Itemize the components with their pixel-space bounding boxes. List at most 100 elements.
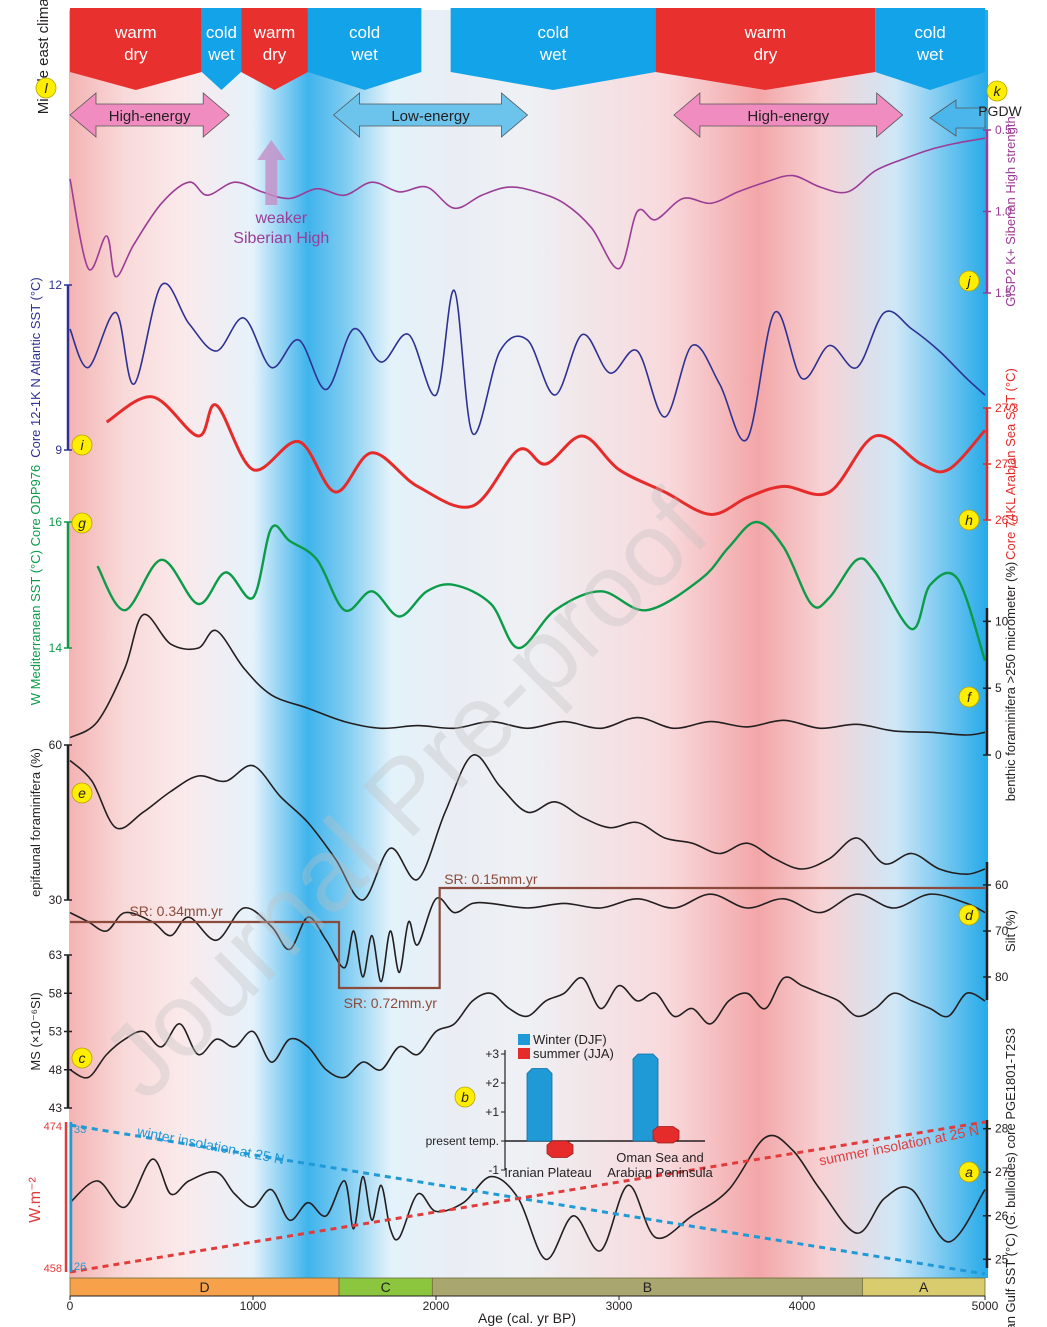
tick-label-g: 16 [49,515,63,529]
series-line-f [69,613,986,739]
climate-block-label: wet [916,45,944,64]
axis-label-c: MS (×10⁻⁶SI) [28,992,43,1070]
panel-letter: e [78,785,86,801]
sedimentation-rate-label: SR: 0.15mm.yr [444,871,538,887]
panel-letter-badge [454,1086,476,1108]
sedimentation-rate-label: SR: 0.72mm.yr [344,995,438,1011]
energy-arrow-high [69,92,230,138]
tick-label-i-atl: 12 [49,278,63,292]
panel-letter: l [44,80,48,96]
climate-block-label: wet [350,45,378,64]
energy-arrow-low [332,92,529,138]
tick-label-i-atl: 9 [55,443,62,457]
tick-label-h: 27.1 [995,457,1019,471]
inset-group-label: Arabian Peninsula [607,1165,713,1180]
tick-label-f: 0 [995,748,1002,762]
tick-label-a: 25 [995,1252,1009,1266]
inset-tick-label: +1 [485,1105,499,1119]
panel-letter-badge [958,509,980,531]
insolation-tick: 474 [44,1121,62,1133]
series-line-i-atl [69,282,986,442]
tick-label-c: 53 [49,1025,63,1039]
annotation-line1: weaker [255,210,308,227]
summer-insolation-line [69,1120,986,1274]
panel-letter: a [965,1164,973,1180]
zone-label: A [919,1279,929,1295]
series-line-a [69,1134,986,1261]
series-line-j [69,137,986,278]
x-tick-label: 2000 [423,1299,450,1313]
climate-block-cold [307,8,422,90]
inset-bar-summer [652,1126,680,1144]
energy-arrows: High-energy Low-energy High-energy PGDW [69,92,1023,138]
climate-block-warm [655,8,876,90]
axis-label-h: Core 74KL Arabian Sea SST (°C) [1003,368,1018,560]
axis-label-d: Silt (%) [1003,910,1018,952]
winter-insolation-line [69,1123,986,1276]
climate-blocks: warmdrycoldwetwarmdrycoldwetcoldwetwarmd… [35,0,985,114]
panel-letter: f [967,689,973,705]
inset-tick-label: present temp. [426,1134,499,1148]
sedimentation-rate-line [70,886,985,990]
inset-legend-winter-swatch [518,1034,530,1045]
tick-label-e: 60 [49,738,63,752]
sedimentation-rate-label: SR: 0.34mm.yr [129,903,223,919]
climate-block-label: cold [915,23,946,42]
inset-bar-winter [526,1068,553,1142]
panel-letter: g [78,515,86,531]
axis-label-g: W Mediterranean SST (°C) Core ODP976 [28,465,43,706]
background-band [69,10,988,1278]
inset-legend-summer: summer (JJA) [533,1046,614,1061]
tick-label-a: 27 [995,1165,1009,1179]
tick-label-d: 60 [995,878,1009,892]
series-line-c [69,976,986,1079]
inset-tick-label: -1 [488,1163,499,1177]
temperature-inset: +3 +2 +1 present temp. -1 Winter (DJF)summer … [426,1032,714,1180]
climate-block-label: cold [538,23,569,42]
tick-label-h: 26.9 [995,513,1019,527]
climate-block-cold [201,8,242,90]
tick-label-h: 27.3 [995,401,1019,415]
energy-arrow-high [673,92,904,138]
tick-label-d: 80 [995,970,1009,984]
axis-label-e: epifaunal foraminifera (%) [28,748,43,897]
inset-legend-summer-swatch [518,1048,530,1059]
insolation-unit: W.m⁻² [27,1176,44,1222]
climate-block-label: dry [263,45,287,64]
tick-label-j: 1.5 [995,286,1012,300]
panel-letter: k [994,83,1002,99]
x-axis-title: Age (cal. yr BP) [478,1310,576,1326]
panel-letter-badge [958,1161,980,1183]
x-tick-label: 0 [67,1299,74,1313]
x-tick-label: 1000 [240,1299,267,1313]
energy-label: High-energy [109,108,191,125]
series-line-h [105,395,987,516]
climate-block-label: wet [207,45,235,64]
tick-label-c: 43 [49,1101,63,1115]
climate-block-label: warm [253,23,296,42]
winter-insolation-tick: 33 [74,1124,86,1136]
tick-label-a: 26 [995,1209,1009,1223]
axis-label-i-atl: Core 12-1K N Atlantic SST (°C) [28,277,43,458]
panel-letter-badge [71,1047,93,1069]
pgdw-arrow [929,99,986,137]
inset-bar-summer [546,1140,574,1158]
panel-letter-badge [71,782,93,804]
inset-tick-label: +3 [485,1047,499,1061]
inset-tick-label: +2 [485,1076,499,1090]
climate-block-label: cold [349,23,380,42]
winter-insolation-tick: 26 [74,1261,86,1273]
insolation-tick: 458 [44,1263,62,1275]
tick-label-c: 48 [49,1063,63,1077]
climate-block-label: warm [114,23,157,42]
panel-letter-badge [71,434,93,456]
panel-letter: j [965,273,971,289]
axis-label-f: benthic foraminifera >250 micrometer (%) [1003,562,1018,802]
panel-letter-badge [958,904,980,926]
tick-label-j: 0.5 [995,123,1012,137]
climate-block-cold [875,8,985,90]
panel-letter-badge [958,686,980,708]
tick-label-f: 10 [995,614,1009,628]
panel-letter-badge [986,80,1008,102]
